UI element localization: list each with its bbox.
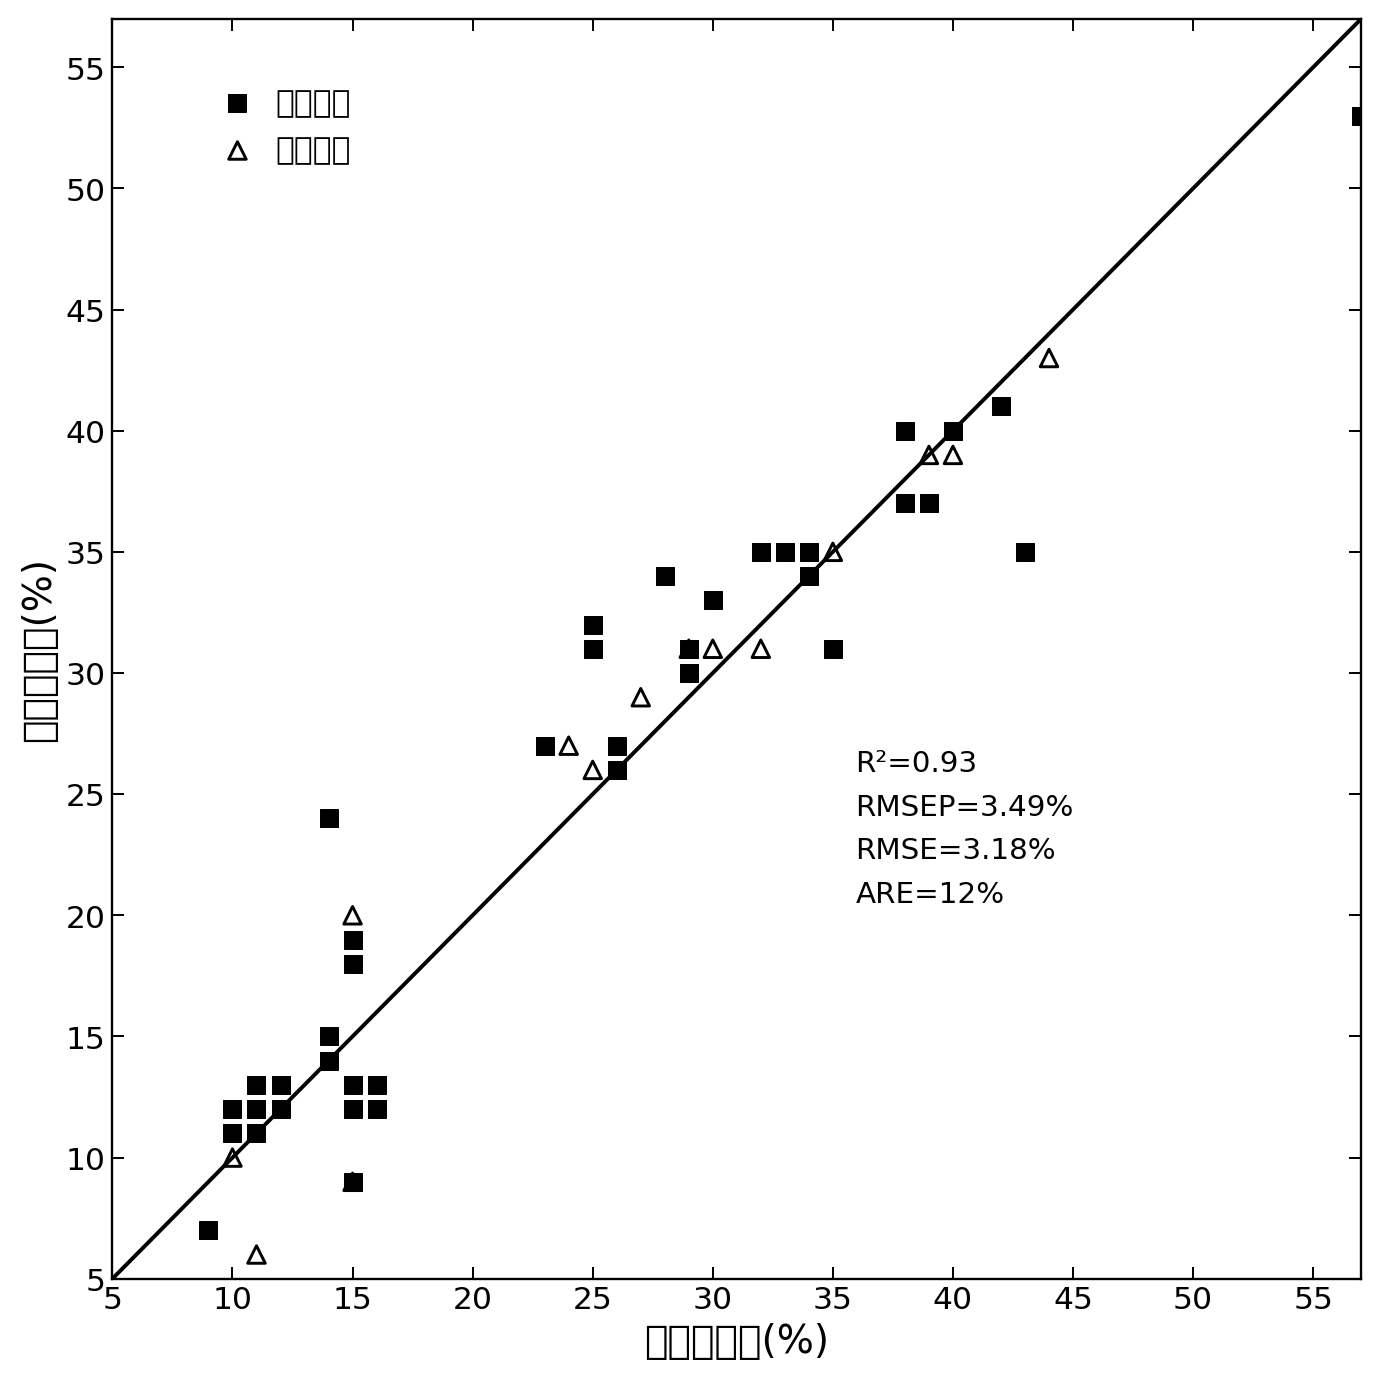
定标样品 [581, 614, 603, 636]
定标样品 [341, 929, 363, 951]
定标样品 [941, 420, 963, 442]
定标样品 [749, 541, 771, 563]
定标样品 [678, 662, 700, 684]
定标样品 [317, 1025, 339, 1047]
定标样品 [221, 1098, 243, 1121]
预测样品 [221, 1147, 243, 1169]
预测样品 [1038, 348, 1060, 370]
预测样品 [821, 541, 843, 563]
定标样品 [581, 638, 603, 660]
X-axis label: 灰分标准値(%): 灰分标准値(%) [644, 1322, 829, 1361]
定标样品 [341, 1098, 363, 1121]
预测样品 [558, 736, 580, 758]
定标样品 [533, 736, 555, 758]
预测样品 [341, 904, 363, 926]
定标样品 [653, 566, 675, 588]
定标样品 [197, 1220, 219, 1242]
定标样品 [606, 759, 628, 781]
预测样品 [749, 638, 771, 660]
定标样品 [606, 736, 628, 758]
定标样品 [701, 589, 723, 611]
定标样品 [893, 420, 915, 442]
定标样品 [893, 493, 915, 515]
Text: R²=0.93
RMSEP=3.49%
RMSE=3.18%
ARE=12%: R²=0.93 RMSEP=3.49% RMSE=3.18% ARE=12% [856, 749, 1074, 908]
预测样品 [701, 638, 723, 660]
定标样品 [989, 396, 1012, 418]
定标样品 [269, 1098, 291, 1121]
定标样品 [269, 1074, 291, 1096]
定标样品 [821, 638, 843, 660]
定标样品 [678, 638, 700, 660]
定标样品 [533, 736, 555, 758]
定标样品 [366, 1098, 388, 1121]
定标样品 [246, 1122, 268, 1144]
预测样品 [941, 444, 963, 466]
定标样品 [1350, 105, 1372, 127]
定标样品 [221, 1122, 243, 1144]
定标样品 [317, 807, 339, 829]
定标样品 [798, 566, 820, 588]
定标样品 [317, 1050, 339, 1072]
定标样品 [341, 954, 363, 976]
定标样品 [341, 1074, 363, 1096]
定标样品 [341, 1170, 363, 1192]
定标样品 [366, 1074, 388, 1096]
Y-axis label: 灰分预测値(%): 灰分预测値(%) [19, 556, 58, 741]
Legend: 定标样品, 预测样品: 定标样品, 预测样品 [203, 73, 366, 181]
定标样品 [246, 1098, 268, 1121]
预测样品 [246, 1243, 268, 1265]
定标样品 [1013, 541, 1035, 563]
定标样品 [798, 541, 820, 563]
预测样品 [629, 687, 651, 709]
定标样品 [773, 541, 795, 563]
预测样品 [581, 759, 603, 781]
定标样品 [918, 493, 940, 515]
定标样品 [246, 1074, 268, 1096]
预测样品 [341, 1170, 363, 1192]
预测样品 [918, 444, 940, 466]
预测样品 [678, 638, 700, 660]
